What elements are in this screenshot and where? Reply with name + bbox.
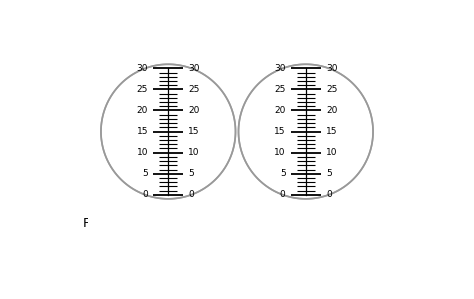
Bar	[104, 111, 232, 112]
Bar	[103, 113, 233, 114]
Text: 0: 0	[188, 190, 194, 199]
Bar	[117, 175, 219, 176]
Bar	[270, 74, 342, 75]
Bar	[147, 195, 189, 196]
Bar	[142, 193, 194, 194]
Bar	[150, 66, 186, 67]
Bar	[145, 68, 192, 69]
Bar	[102, 117, 234, 118]
Bar	[261, 181, 351, 182]
Bar	[128, 77, 208, 78]
Bar	[260, 82, 352, 83]
Bar	[246, 101, 366, 102]
Bar	[105, 153, 232, 154]
Bar	[104, 151, 232, 152]
Bar	[107, 158, 230, 159]
Bar	[123, 181, 213, 182]
Bar	[103, 146, 234, 147]
Bar	[104, 150, 233, 151]
Bar	[103, 147, 234, 148]
Bar	[282, 194, 329, 195]
Bar	[267, 186, 345, 187]
Text: 5: 5	[142, 169, 148, 178]
Bar	[256, 177, 355, 178]
Bar	[101, 122, 235, 123]
Bar	[122, 82, 214, 83]
Bar	[123, 81, 213, 82]
Bar	[240, 144, 372, 145]
Bar	[252, 171, 360, 172]
Bar	[134, 189, 203, 190]
Bar	[101, 128, 236, 129]
Bar	[120, 178, 217, 179]
Bar	[243, 154, 369, 155]
Bar	[108, 160, 229, 161]
Bar	[268, 187, 343, 188]
Bar	[267, 76, 345, 77]
Bar	[246, 100, 365, 101]
Text: 5: 5	[188, 169, 194, 178]
Bar	[120, 84, 217, 85]
Bar	[238, 130, 373, 131]
Bar	[285, 67, 327, 68]
Bar	[102, 145, 234, 146]
Bar	[250, 169, 361, 170]
Text: 5: 5	[326, 169, 332, 178]
Bar	[292, 65, 320, 66]
Bar	[101, 123, 235, 124]
Bar	[105, 109, 232, 110]
Bar	[101, 137, 235, 138]
Bar	[101, 125, 235, 126]
Bar	[238, 133, 373, 134]
Bar	[266, 77, 346, 78]
Text: 20: 20	[137, 106, 148, 115]
Bar	[241, 114, 371, 115]
Bar	[101, 124, 235, 125]
Text: 30: 30	[274, 64, 286, 73]
Bar	[242, 109, 369, 110]
Bar	[103, 116, 234, 117]
Bar	[107, 103, 229, 104]
Bar	[278, 70, 334, 71]
Bar	[101, 138, 235, 139]
Bar	[243, 108, 369, 109]
Bar	[105, 153, 232, 154]
Bar	[105, 155, 231, 156]
Bar	[273, 190, 338, 191]
Bar	[109, 100, 228, 101]
Bar	[244, 157, 368, 158]
Bar	[243, 107, 369, 108]
Bar	[102, 143, 235, 144]
Bar	[244, 158, 367, 159]
Bar	[238, 128, 373, 129]
Text: 0: 0	[280, 190, 286, 199]
Bar	[111, 167, 225, 168]
Bar	[112, 168, 224, 169]
Bar	[253, 89, 358, 90]
Bar	[113, 169, 224, 170]
Bar	[134, 73, 202, 74]
Bar	[241, 113, 371, 114]
Bar	[247, 164, 365, 165]
Bar	[266, 185, 346, 186]
Bar	[240, 115, 371, 116]
Text: 10: 10	[137, 148, 148, 157]
Bar	[273, 72, 338, 73]
Text: 0: 0	[326, 190, 332, 199]
Bar	[296, 198, 315, 199]
Bar	[245, 160, 366, 161]
Bar	[121, 83, 216, 84]
Bar	[301, 64, 311, 65]
Bar	[110, 165, 227, 166]
Bar	[241, 112, 370, 113]
Bar	[132, 74, 204, 75]
Bar	[238, 131, 373, 132]
Bar	[139, 192, 197, 193]
Text: 10: 10	[188, 148, 200, 157]
Bar	[106, 106, 231, 107]
Bar	[118, 87, 219, 88]
Bar	[111, 95, 225, 96]
Bar	[246, 163, 365, 164]
Bar	[240, 145, 372, 146]
